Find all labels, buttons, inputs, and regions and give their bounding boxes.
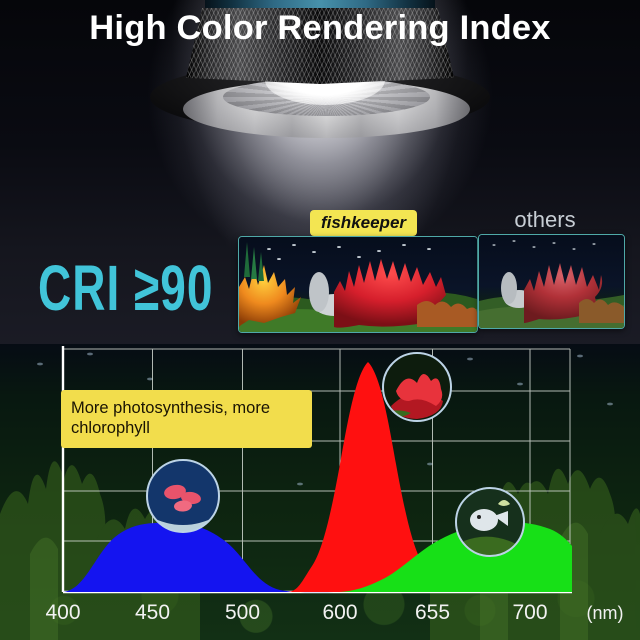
svg-text:700: 700 [512,601,547,624]
svg-text:655: 655 [415,601,450,624]
svg-text:400: 400 [45,601,80,624]
svg-text:450: 450 [135,601,170,624]
svg-text:600: 600 [322,601,357,624]
svg-text:500: 500 [225,601,260,624]
svg-text:(nm): (nm) [587,603,624,623]
